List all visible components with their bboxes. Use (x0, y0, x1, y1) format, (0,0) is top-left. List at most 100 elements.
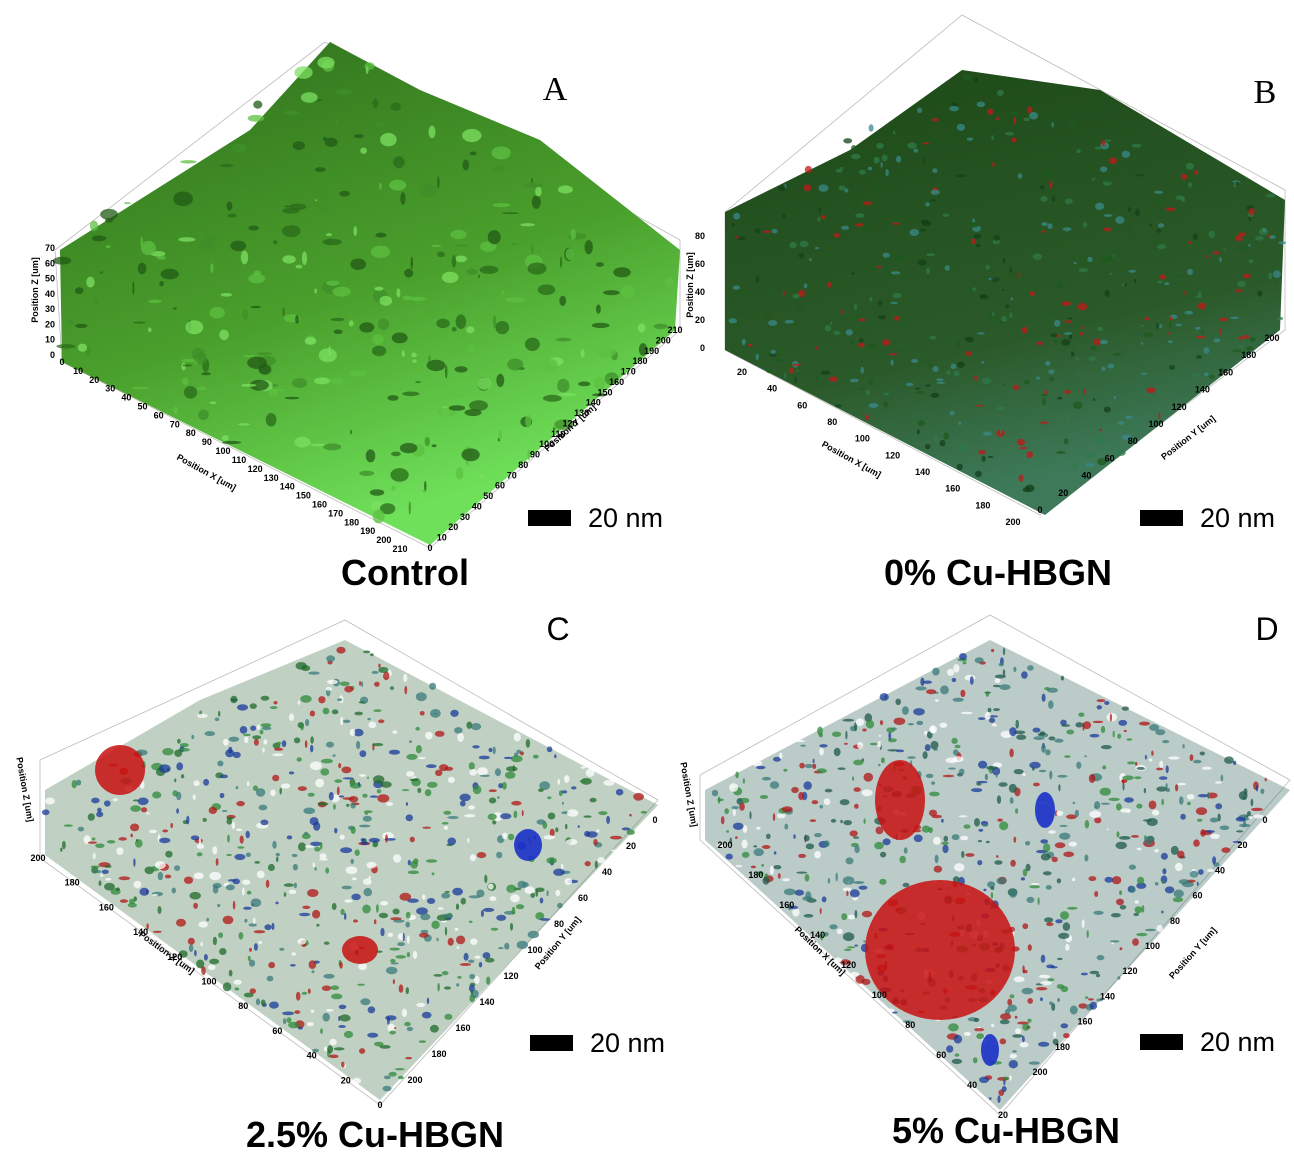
speckle (190, 892, 201, 900)
speckle (375, 287, 384, 291)
speckle (1257, 291, 1262, 297)
speckle (1005, 148, 1010, 153)
speckle (1265, 778, 1267, 782)
speckle (931, 741, 939, 750)
speckle (1210, 818, 1219, 823)
speckle (464, 814, 475, 817)
speckle (804, 184, 812, 191)
x-tick-label: 200 (30, 853, 45, 863)
speckle (911, 359, 918, 363)
speckle (1183, 290, 1185, 295)
speckle (850, 830, 858, 836)
speckle (233, 901, 236, 910)
speckle (862, 201, 872, 205)
speckle (1118, 421, 1124, 425)
speckle (290, 204, 307, 210)
speckle (321, 759, 333, 764)
speckle (522, 810, 524, 816)
speckle (407, 935, 410, 944)
speckle (447, 838, 456, 846)
speckle (305, 740, 308, 748)
speckle (237, 704, 248, 710)
speckle (1061, 301, 1071, 306)
speckle (1104, 178, 1111, 183)
speckle (267, 389, 286, 391)
speckle (756, 276, 759, 283)
speckle (817, 768, 827, 773)
speckle (445, 365, 448, 379)
x-tick-label: 200 (717, 840, 732, 850)
speckle (467, 838, 469, 843)
speckle (1014, 769, 1024, 774)
speckle (850, 340, 855, 346)
speckle (870, 297, 873, 302)
speckle (251, 306, 261, 308)
speckle (1165, 886, 1174, 893)
speckle (217, 904, 220, 907)
speckle (603, 780, 614, 786)
speckle (812, 764, 816, 769)
speckle (326, 233, 332, 236)
speckle (303, 808, 315, 815)
speckle (369, 838, 380, 843)
speckle (215, 718, 220, 722)
speckle (372, 843, 377, 847)
speckle (581, 766, 586, 768)
speckle (879, 735, 881, 737)
speckle (729, 318, 738, 323)
speckle (230, 696, 237, 704)
speckle (882, 155, 888, 162)
speckle (367, 1033, 378, 1038)
speckle (506, 297, 526, 302)
speckle (174, 779, 176, 783)
speckle (926, 268, 930, 275)
speckle (918, 260, 927, 266)
x-tick-label: 50 (137, 402, 147, 412)
speckle (500, 813, 511, 819)
speckle (1086, 453, 1095, 458)
speckle (226, 817, 233, 820)
speckle (153, 931, 162, 933)
speckle (959, 444, 966, 451)
speckle (1029, 1061, 1040, 1064)
speckle (525, 338, 540, 351)
speckle (189, 944, 194, 952)
speckle (429, 126, 436, 139)
speckle (441, 893, 450, 899)
speckle (978, 450, 986, 455)
speckle (920, 678, 924, 686)
speckle (1078, 303, 1088, 310)
speckle (465, 409, 482, 416)
speckle (851, 972, 860, 977)
speckle (357, 984, 365, 986)
y-tick-label: 110 (551, 429, 566, 439)
speckle (829, 924, 837, 929)
speckle (794, 740, 805, 742)
speckle (1002, 289, 1004, 291)
speckle (1029, 112, 1038, 119)
speckle (638, 323, 646, 333)
speckle (253, 101, 262, 109)
speckle (1045, 749, 1051, 755)
speckle (289, 771, 294, 774)
speckle (1042, 398, 1046, 405)
y-tick-label: 140 (1195, 385, 1210, 395)
speckle (1180, 814, 1186, 820)
speckle (918, 420, 925, 426)
speckle (1029, 762, 1040, 769)
speckle (496, 321, 510, 334)
speckle (389, 180, 406, 191)
speckle (148, 300, 161, 304)
speckle (430, 709, 441, 718)
speckle (1201, 330, 1204, 334)
speckle (734, 249, 736, 252)
speckle (940, 685, 949, 694)
speckle (1056, 451, 1066, 454)
speckle (1266, 194, 1275, 198)
speckle (228, 879, 236, 881)
speckle (359, 1048, 365, 1054)
speckle (183, 364, 193, 366)
speckle (497, 796, 500, 799)
speckle (1002, 1086, 1007, 1092)
speckle (805, 166, 812, 173)
